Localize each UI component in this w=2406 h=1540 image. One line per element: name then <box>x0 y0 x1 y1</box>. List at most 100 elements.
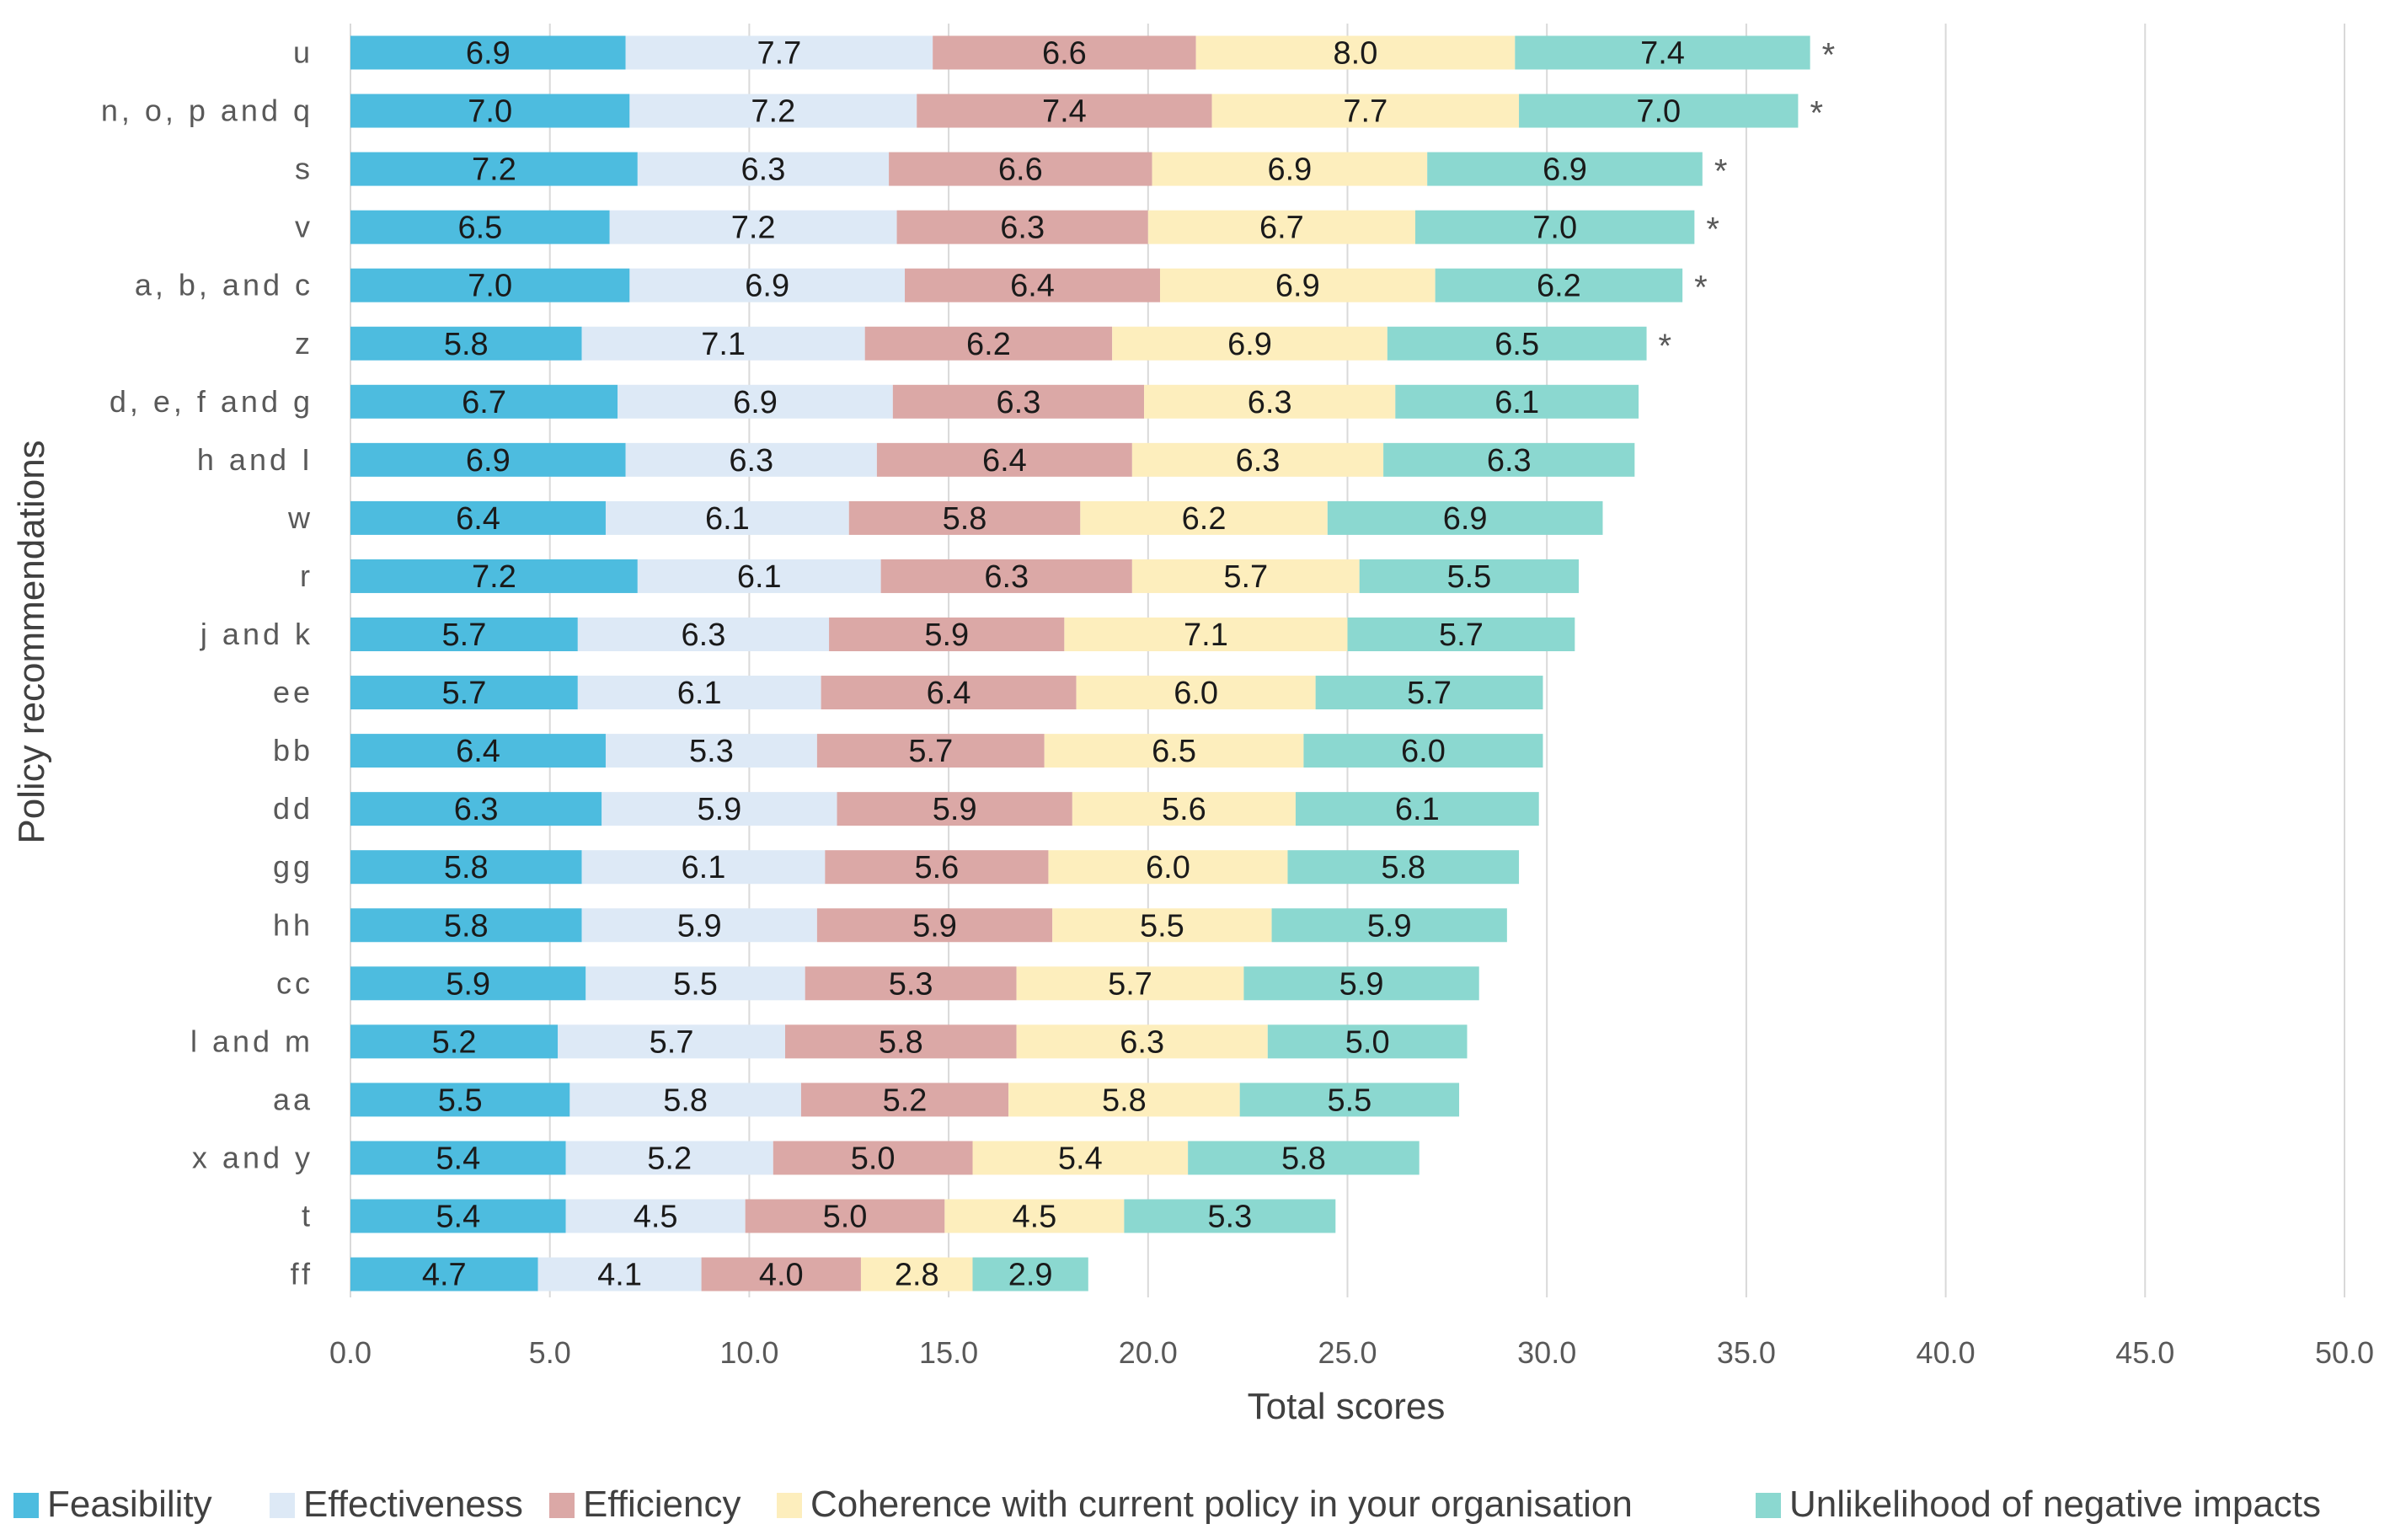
bar-segment <box>1144 384 1396 419</box>
legend-item: Feasibility <box>13 1484 212 1525</box>
bar-segment <box>350 268 630 302</box>
legend-item: Efficiency <box>549 1484 741 1525</box>
bar-row: 5.7 6.3 5.9 7.1 5.7 <box>350 618 1575 653</box>
y-tick-label: bb <box>273 733 313 767</box>
y-tick-label: gg <box>273 849 313 884</box>
bar-segment <box>629 268 906 302</box>
data-label: 5.3 <box>1207 1200 1252 1235</box>
data-label: 6.9 <box>466 36 511 72</box>
bar-segment <box>1515 35 1810 70</box>
bar-segment <box>585 966 805 1001</box>
bar-segment <box>581 908 817 943</box>
data-label: 7.4 <box>1042 94 1087 130</box>
bar-segment <box>350 1024 559 1059</box>
data-label: 5.2 <box>432 1024 477 1060</box>
bar-segment <box>350 618 578 651</box>
bar-segment <box>350 734 606 768</box>
y-tick-label: ff <box>291 1257 313 1291</box>
bar-segment <box>1387 326 1647 361</box>
data-label: 6.5 <box>457 211 502 246</box>
bar-segment <box>537 1257 702 1291</box>
data-label: 6.3 <box>997 385 1041 420</box>
bar-row: 5.8 5.9 5.9 5.5 5.9 <box>350 908 1507 944</box>
x-tick-label: 30.0 <box>1517 1335 1576 1370</box>
bar-segment <box>889 152 1152 186</box>
bar-segment <box>800 1083 1009 1117</box>
bar-segment <box>1519 94 1799 128</box>
bar-segment <box>1347 618 1575 651</box>
y-tick-label: n, o, p and q <box>101 94 313 128</box>
bar-segment <box>1131 559 1360 593</box>
bar-row: 5.8 6.1 5.6 6.0 5.8 <box>350 850 1520 885</box>
bar-segment <box>1239 1083 1460 1117</box>
legend: Feasibility Effectiveness Efficiency Cohere… <box>13 1484 2321 1525</box>
data-label: 6.3 <box>984 559 1029 595</box>
bar-segment <box>350 35 626 70</box>
bar-segment <box>350 1141 566 1175</box>
bar-segment <box>1211 94 1520 128</box>
significance-mark: * <box>1714 153 1728 190</box>
data-label: 5.0 <box>1345 1024 1390 1060</box>
x-tick-label: 0.0 <box>329 1335 372 1370</box>
bar-segment <box>350 210 610 244</box>
significance-mark: * <box>1810 95 1823 132</box>
bar-segment <box>816 734 1045 768</box>
bar-row: 5.9 5.5 5.3 5.7 5.9 <box>350 966 1479 1002</box>
bar-segment <box>896 210 1148 244</box>
bars: 6.9 7.7 6.6 8.0 7.4 *7.0 7.2 7.4 7.7 7.0 *7.2 6.3 6.… <box>350 35 1835 1293</box>
data-label: 5.7 <box>908 734 953 769</box>
y-tick-label: h and I <box>197 442 313 477</box>
bar-segment <box>577 676 821 710</box>
bar-segment <box>880 559 1132 593</box>
data-label: 5.0 <box>851 1141 896 1176</box>
data-label: 7.2 <box>472 152 516 188</box>
bar-row: 7.2 6.3 6.6 6.9 6.9 * <box>350 152 1727 190</box>
bar-segment <box>876 442 1132 477</box>
bar-segment <box>350 676 578 710</box>
data-label: 5.9 <box>1367 908 1412 944</box>
bar-row: 5.2 5.7 5.8 6.3 5.0 <box>350 1024 1468 1060</box>
data-label: 6.4 <box>456 501 500 537</box>
data-label: 7.2 <box>751 94 795 130</box>
y-tick-label: aa <box>273 1082 313 1116</box>
y-tick-label: t <box>302 1199 313 1233</box>
data-label: 6.1 <box>1395 792 1440 827</box>
data-label: 6.0 <box>1401 734 1446 769</box>
bar-segment <box>972 1257 1088 1291</box>
bar-segment <box>1188 1141 1420 1175</box>
data-label: 6.1 <box>1494 385 1539 420</box>
bar-segment <box>1427 152 1703 186</box>
legend-label: Effectiveness <box>303 1484 523 1525</box>
data-label: 6.3 <box>682 618 726 653</box>
bar-row: 6.9 7.7 6.6 8.0 7.4 * <box>350 35 1835 74</box>
bar-segment <box>350 792 602 826</box>
y-axis-title: Policy recommendations <box>11 440 52 843</box>
data-label: 5.5 <box>438 1083 483 1118</box>
bar-segment <box>1327 500 1603 535</box>
data-label: 5.9 <box>1339 966 1384 1002</box>
bar-segment <box>581 326 865 361</box>
data-label: 5.8 <box>444 850 489 885</box>
legend-swatch <box>13 1493 39 1518</box>
bar-segment <box>350 966 586 1001</box>
y-tick-label: a, b, and c <box>135 268 313 302</box>
y-tick-label: cc <box>276 965 313 1000</box>
data-label: 7.0 <box>468 269 512 304</box>
data-label: 5.9 <box>697 792 741 827</box>
bar-segment <box>1124 1199 1336 1233</box>
data-label: 6.1 <box>677 676 722 711</box>
data-label: 6.3 <box>454 792 499 827</box>
data-label: 7.7 <box>757 36 801 72</box>
bar-row: 6.4 5.3 5.7 6.5 6.0 <box>350 734 1543 769</box>
data-label: 6.7 <box>1259 211 1304 246</box>
x-tick-label: 25.0 <box>1318 1335 1377 1370</box>
data-label: 4.5 <box>634 1200 678 1235</box>
bar-segment <box>1271 908 1507 943</box>
data-label: 6.0 <box>1146 850 1190 885</box>
data-label: 6.3 <box>1487 443 1532 479</box>
data-label: 6.1 <box>705 501 750 537</box>
bar-segment <box>618 384 893 419</box>
legend-label: Unlikelihood of negative impacts <box>1789 1484 2321 1525</box>
data-label: 5.5 <box>1140 908 1184 944</box>
data-label: 5.9 <box>933 792 977 827</box>
